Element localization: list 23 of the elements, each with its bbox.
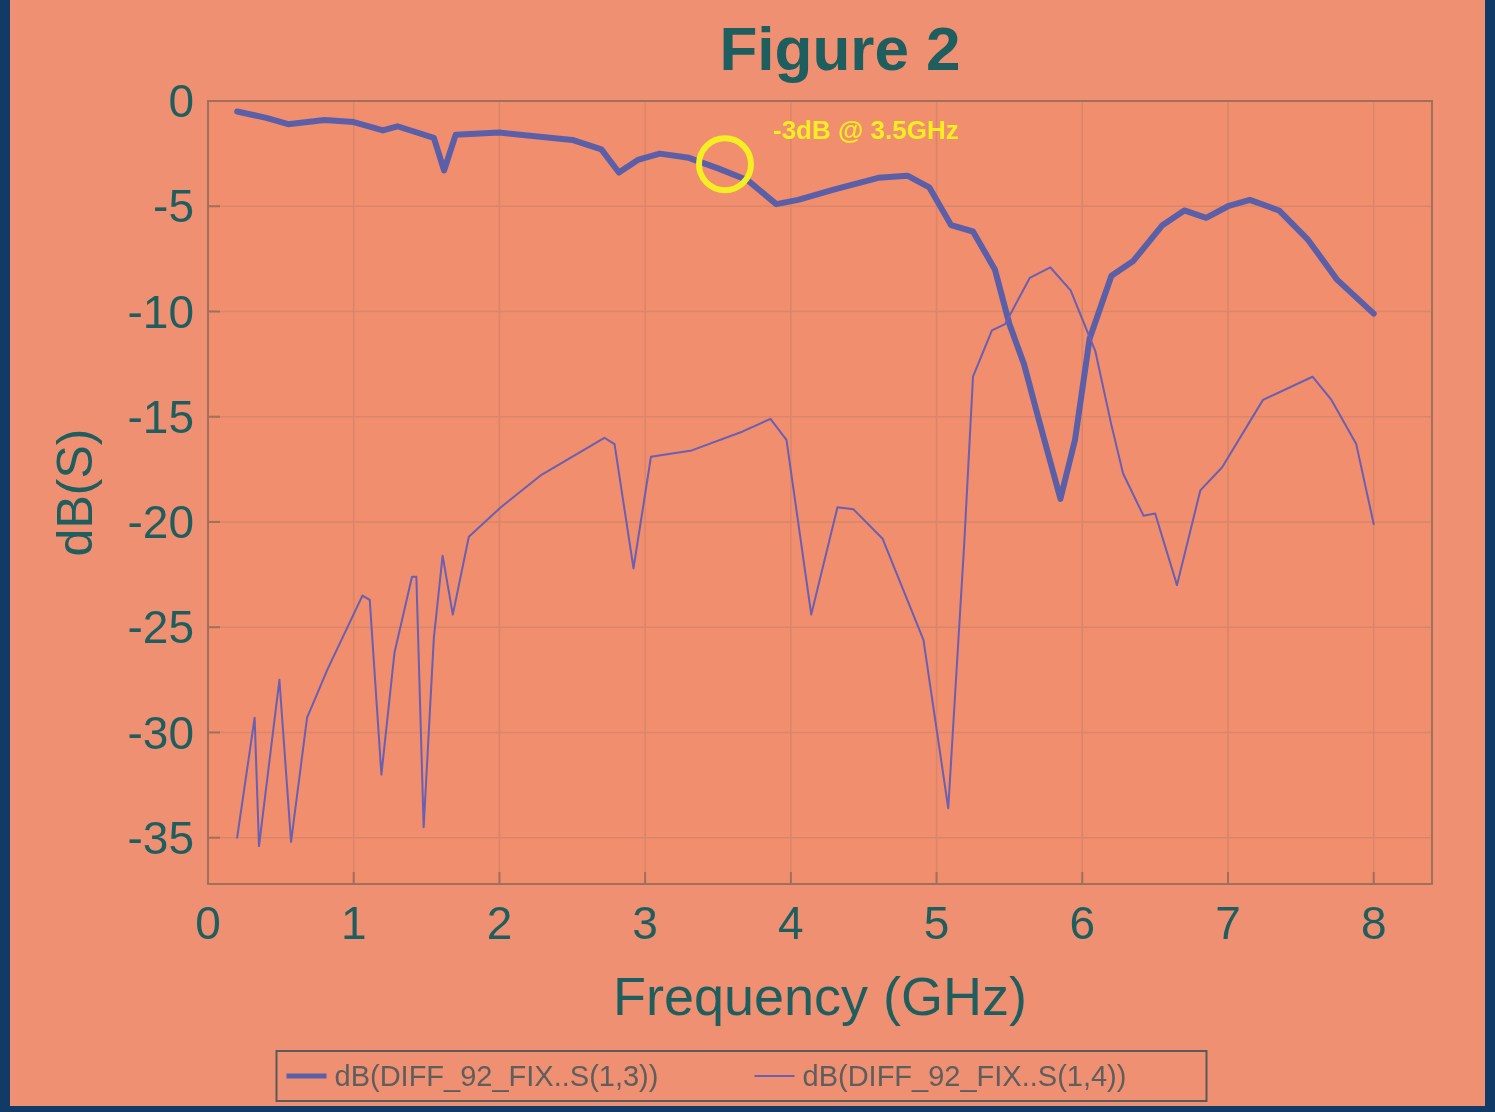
x-tick-label: 3 [632,897,658,949]
legend-label: dB(DIFF_92_FIX..S(1,4)) [802,1060,1127,1093]
y-tick-label: -30 [127,706,194,759]
x-tick-label: 6 [1069,897,1096,949]
annotation: -3dB @ 3.5GHz [773,115,959,146]
x-axis-title: Frequency (GHz) [612,966,1028,1026]
y-tick-label: -15 [127,390,194,443]
x-tick-label: 8 [1360,897,1387,949]
legend-label: dB(DIFF_92_FIX..S(1,3)) [334,1060,659,1093]
y-tick-label: -35 [127,811,194,864]
chart-title: Figure 2 [719,14,961,83]
line-series [236,266,1375,848]
x-tick-label: 2 [486,897,513,949]
y-tick-label: -5 [153,180,194,233]
y-tick-label: 0 [168,75,194,128]
y-tick-label: -10 [127,285,194,338]
y-tick-label: -20 [127,496,194,549]
x-tick-label: 7 [1215,897,1241,949]
x-tick-label: 5 [923,897,950,949]
x-tick-label: 1 [340,897,367,949]
y-axis-title: dB(S) [47,428,103,557]
y-tick-label: -25 [127,601,194,654]
x-tick-label: 4 [778,897,804,949]
